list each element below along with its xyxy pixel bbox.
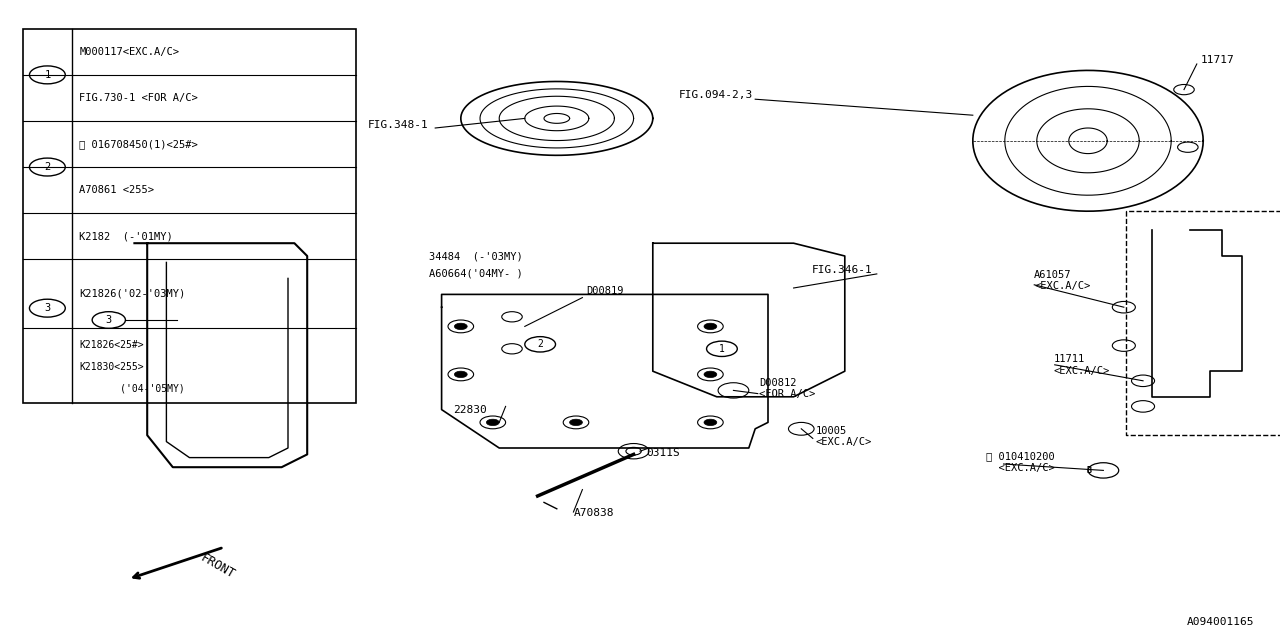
FancyBboxPatch shape	[23, 29, 356, 403]
Text: 11711
<EXC.A/C>: 11711 <EXC.A/C>	[1053, 354, 1110, 376]
Text: Ⓑ 010410200
  <EXC.A/C>: Ⓑ 010410200 <EXC.A/C>	[986, 451, 1055, 473]
Text: 0311S: 0311S	[646, 448, 680, 458]
Text: D00819: D00819	[586, 286, 623, 296]
Text: 34484  (-'03MY): 34484 (-'03MY)	[429, 251, 522, 261]
Text: K21826<25#>: K21826<25#>	[79, 340, 143, 351]
Text: K21826('02-'03MY): K21826('02-'03MY)	[79, 289, 186, 299]
Text: 11717: 11717	[1201, 54, 1234, 65]
Text: A60664('04MY- ): A60664('04MY- )	[429, 269, 522, 279]
Text: A094001165: A094001165	[1187, 617, 1254, 627]
Text: M000117<EXC.A/C>: M000117<EXC.A/C>	[79, 47, 179, 57]
Text: Ⓑ 016708450(1)<25#>: Ⓑ 016708450(1)<25#>	[79, 139, 198, 149]
Text: 3: 3	[45, 303, 50, 313]
Text: 10005
<EXC.A/C>: 10005 <EXC.A/C>	[815, 426, 872, 447]
Text: 1: 1	[719, 344, 724, 354]
Circle shape	[454, 323, 467, 330]
Text: A70861 <255>: A70861 <255>	[79, 185, 155, 195]
Text: ('04-'05MY): ('04-'05MY)	[79, 383, 186, 393]
Text: FIG.730-1 <FOR A/C>: FIG.730-1 <FOR A/C>	[79, 93, 198, 103]
Text: 1: 1	[45, 70, 50, 80]
Text: FRONT: FRONT	[198, 552, 237, 581]
Text: 2: 2	[45, 162, 50, 172]
Text: FIG.346-1: FIG.346-1	[813, 265, 873, 275]
Circle shape	[704, 371, 717, 378]
Text: K21830<255>: K21830<255>	[79, 362, 143, 372]
Text: FIG.094-2,3: FIG.094-2,3	[678, 90, 753, 100]
Text: 22830: 22830	[453, 404, 486, 415]
Text: B: B	[1087, 466, 1092, 475]
Circle shape	[704, 323, 717, 330]
Text: A70838: A70838	[573, 508, 614, 518]
Circle shape	[704, 419, 717, 426]
Text: 2: 2	[538, 339, 543, 349]
Circle shape	[454, 371, 467, 378]
Text: FIG.348-1: FIG.348-1	[369, 120, 429, 130]
Text: A61057
<EXC.A/C>: A61057 <EXC.A/C>	[1034, 269, 1091, 291]
Circle shape	[486, 419, 499, 426]
Text: 3: 3	[106, 315, 111, 325]
Text: D00812
<FOR A/C>: D00812 <FOR A/C>	[759, 378, 815, 399]
Text: K2182  (-'01MY): K2182 (-'01MY)	[79, 231, 173, 241]
Circle shape	[570, 419, 582, 426]
